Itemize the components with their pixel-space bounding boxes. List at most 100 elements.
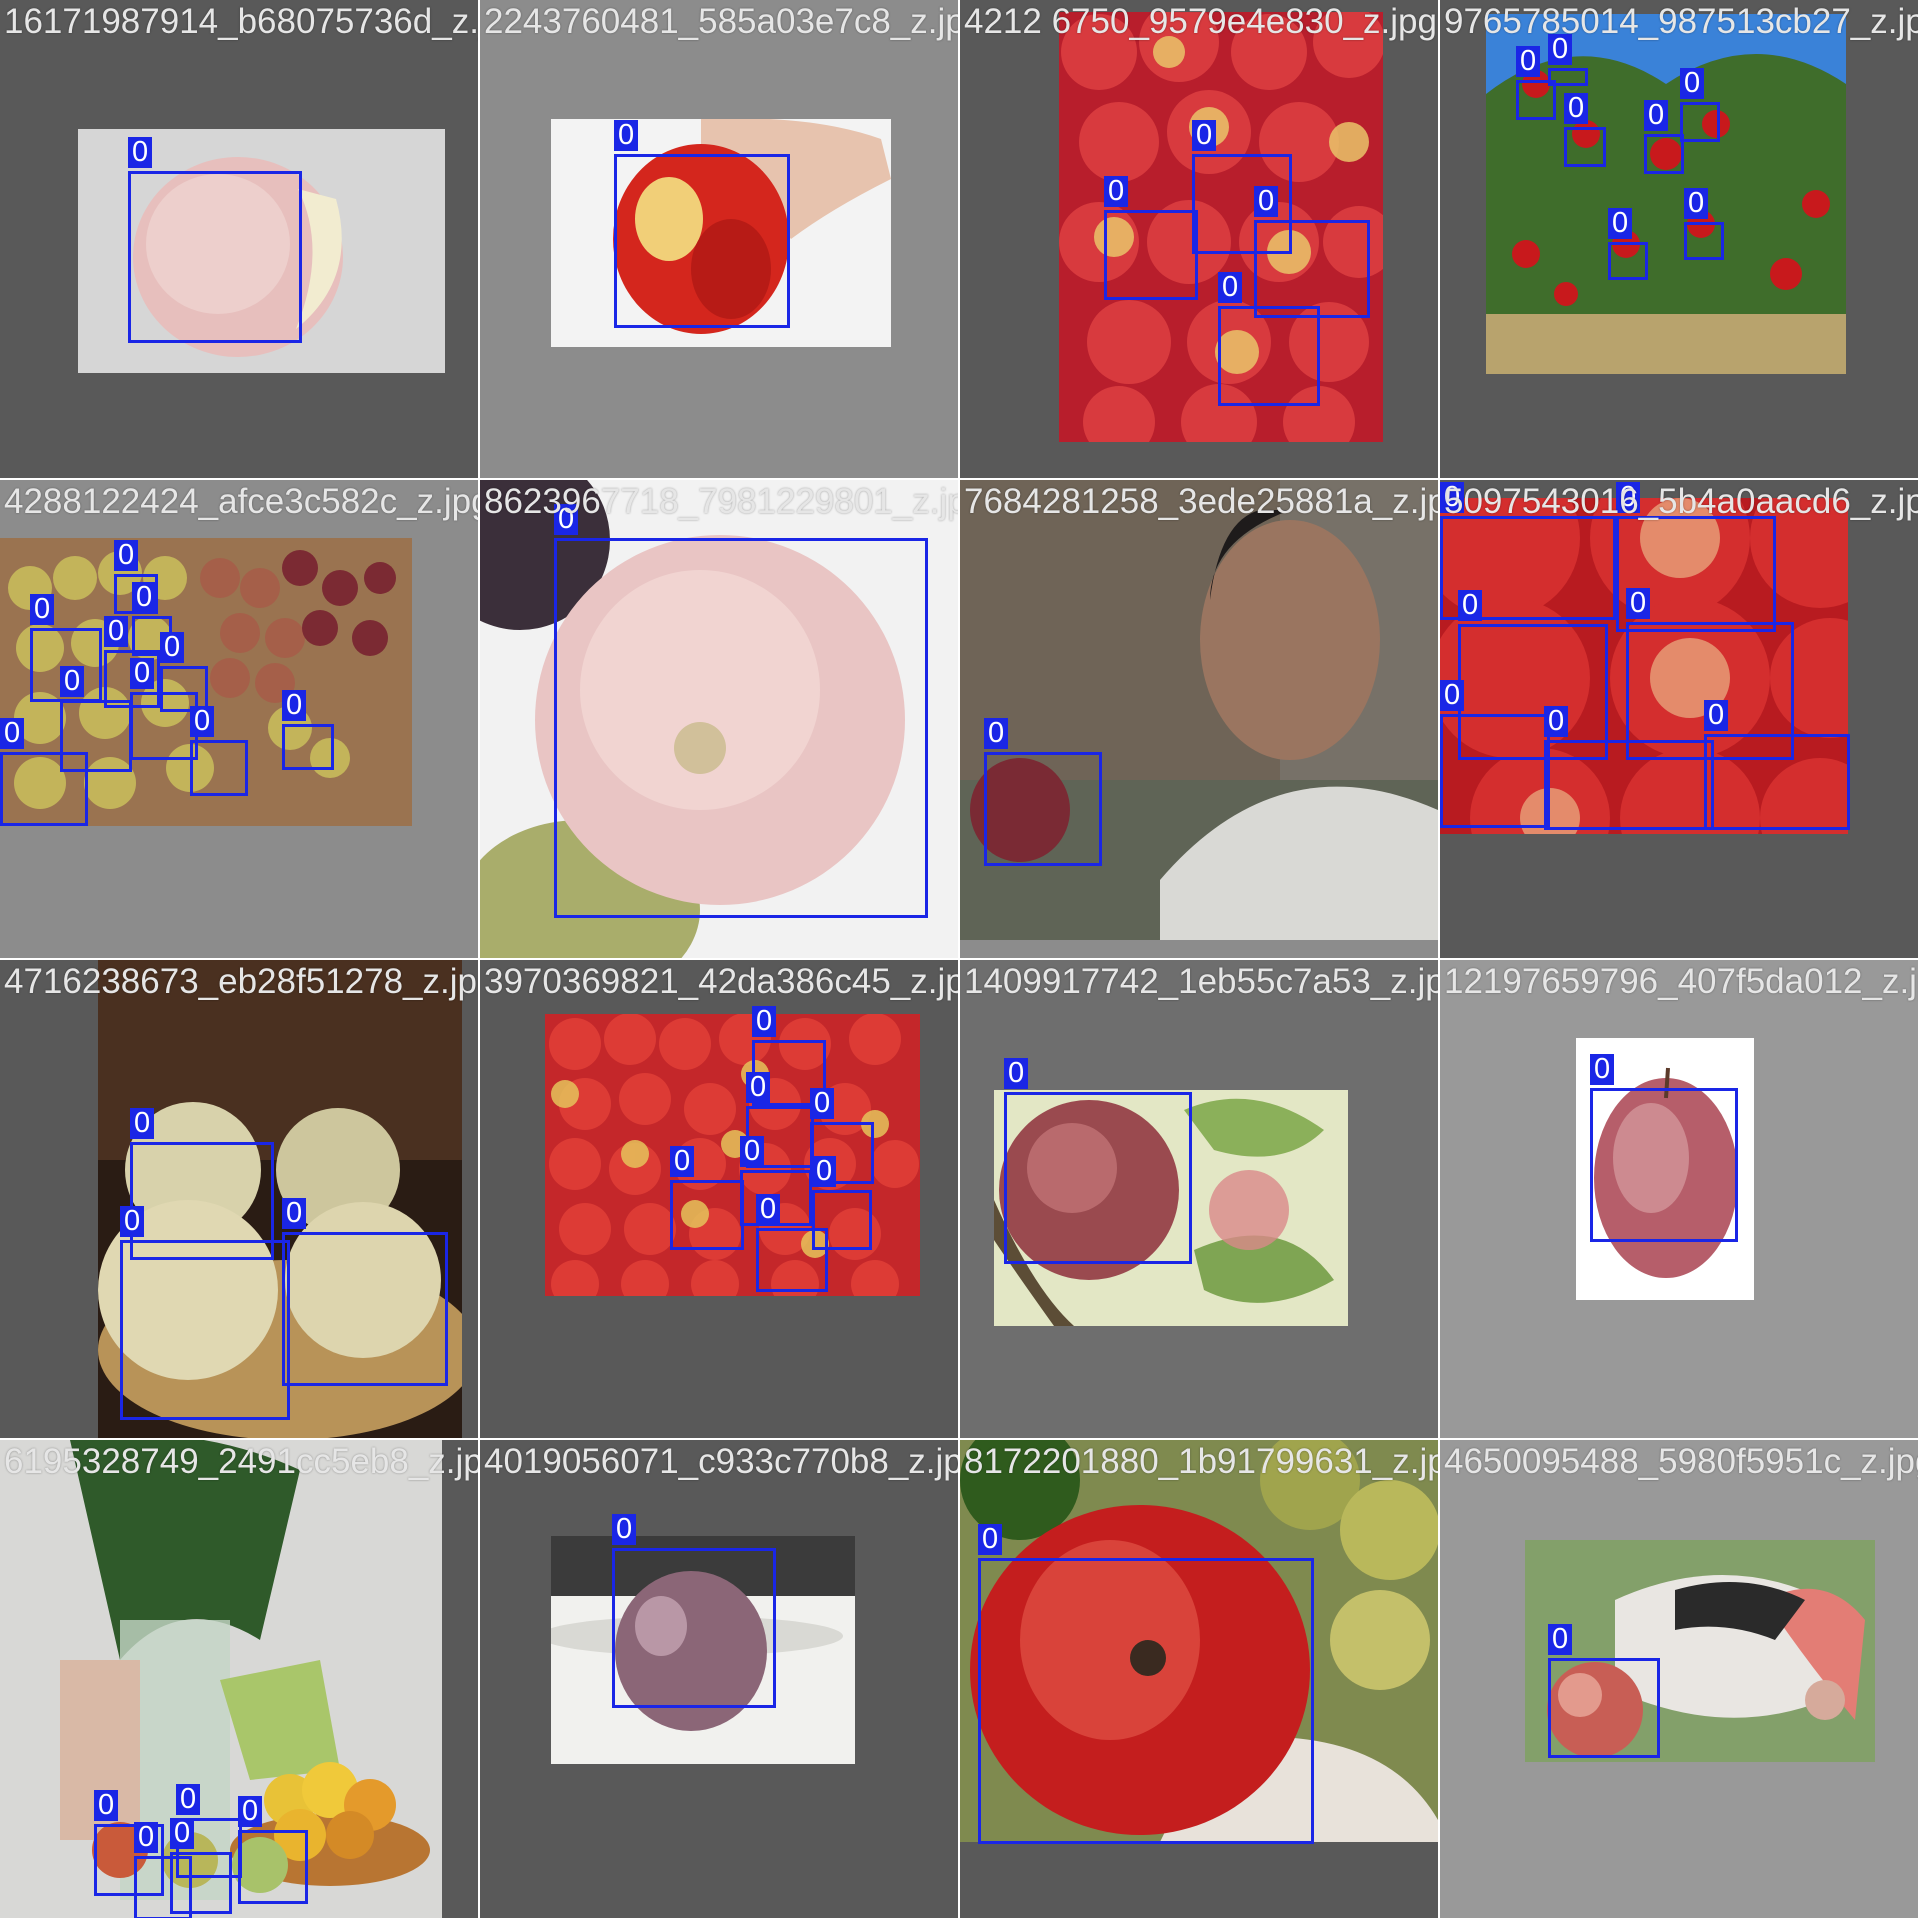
photo-7 <box>960 480 1438 940</box>
filename-label: 2243760481_585a03e7c8_z.jpg <box>484 2 958 41</box>
class-label-tag: 0 <box>160 632 185 663</box>
photo-11 <box>994 1090 1348 1326</box>
tile-2: 0 2243760481_585a03e7c8_z.jpg <box>480 0 958 478</box>
class-label-tag: 0 <box>170 1818 195 1849</box>
detection-box <box>670 1180 744 1250</box>
class-label-tag: 0 <box>984 718 1009 749</box>
detection-box <box>614 154 790 328</box>
class-label-tag: 0 <box>978 1524 1003 1555</box>
apple-image <box>1525 1540 1875 1762</box>
class-label-tag: 0 <box>740 1136 765 1167</box>
class-label-tag: 0 <box>1004 1058 1029 1089</box>
tile-12: 0 12197659796_407f5da012_z.jpg <box>1440 960 1918 1438</box>
detection-box <box>1626 622 1794 760</box>
detection-box <box>1616 516 1776 632</box>
class-label-tag: 0 <box>1684 188 1709 219</box>
class-label-tag: 0 <box>1458 590 1483 621</box>
class-label-tag: 0 <box>614 120 639 151</box>
photo-8 <box>1440 498 1848 834</box>
detection-box <box>190 740 248 796</box>
class-label-tag: 0 <box>60 666 85 697</box>
class-label-tag: 0 <box>1680 68 1705 99</box>
filename-label: 4019056071_c933c770b8_z.jpg <box>484 1442 958 1481</box>
class-label-tag: 0 <box>1644 100 1669 131</box>
detection-box <box>1608 242 1648 280</box>
class-label-tag: 0 <box>1192 120 1217 151</box>
photo-16 <box>1525 1540 1875 1762</box>
photo-6 <box>480 480 958 958</box>
class-label-tag: 0 <box>132 582 157 613</box>
detection-box <box>94 1824 164 1896</box>
class-label-tag: 0 <box>746 1072 771 1103</box>
detection-box <box>160 666 208 712</box>
tile-8: 0 0 0 0 0 0 0 5097543016_5b4a0aacd6_z.jp… <box>1440 480 1918 958</box>
tile-16: 0 4650095488_5980f5951c_z.jpg <box>1440 1440 1918 1918</box>
class-label-tag: 0 <box>1544 706 1569 737</box>
detection-box <box>1548 68 1588 86</box>
class-label-tag: 0 <box>120 1206 145 1237</box>
tile-4: 0 0 0 0 0 0 0 9765785014_987513cb27_z.jp… <box>1440 0 1918 478</box>
detection-box <box>0 752 88 826</box>
class-label-tag: 0 <box>1218 272 1243 303</box>
detection-box <box>1644 134 1684 174</box>
class-label-tag: 0 <box>134 1822 159 1853</box>
detection-box <box>1564 127 1606 167</box>
class-label-tag: 0 <box>114 540 139 571</box>
class-label-tag: 0 <box>756 1194 781 1225</box>
filename-label: 16171987914_b68075736d_z.jpg <box>4 2 478 41</box>
detection-box <box>1704 734 1850 830</box>
filename-label: 1409917742_1eb55c7a53_z.jpg <box>964 962 1438 1001</box>
class-label-tag: 0 <box>812 1156 837 1187</box>
apple-image <box>960 480 1438 940</box>
class-label-tag: 0 <box>1608 208 1633 239</box>
detection-box <box>812 1190 872 1250</box>
detection-box <box>1218 306 1320 406</box>
class-label-tag: 0 <box>554 504 579 535</box>
apple-image <box>613 119 891 334</box>
detection-box <box>984 752 1102 866</box>
photo-9 <box>98 960 462 1438</box>
filename-label: 8172201880_1b91799631_z.jpg <box>964 1442 1438 1481</box>
photo-12 <box>1576 1038 1754 1300</box>
filename-label: 9765785014_987513cb27_z.jpg <box>1444 2 1918 41</box>
class-label-tag: 0 <box>810 1088 835 1119</box>
class-label-tag: 0 <box>0 718 25 749</box>
detection-box <box>1104 210 1198 300</box>
filename-label: 12197659796_407f5da012_z.jpg <box>1444 962 1918 1001</box>
class-label-tag: 0 <box>1104 176 1129 207</box>
apple-image <box>551 1536 855 1731</box>
detection-box <box>1254 220 1370 318</box>
detection-box <box>170 1852 232 1914</box>
class-label-tag: 0 <box>238 1796 263 1827</box>
tile-7: 0 7684281258_3ede25881a_z.jpg <box>960 480 1438 958</box>
detection-box <box>130 1142 274 1260</box>
photo-2 <box>551 119 891 347</box>
class-label-tag: 0 <box>1440 680 1465 711</box>
class-label-tag: 0 <box>1548 34 1573 65</box>
tile-10: 0 0 0 0 0 0 0 3970369821_42da386c45_z.jp… <box>480 960 958 1438</box>
detection-box <box>1544 740 1714 830</box>
filename-label: 8623967718_7981229801_z.jpg <box>484 482 958 521</box>
class-label-tag: 0 <box>130 658 155 689</box>
class-label-tag: 0 <box>1548 1624 1573 1655</box>
apple-image <box>994 1090 1348 1326</box>
class-label-tag: 0 <box>130 1108 155 1139</box>
tile-6: 0 8623967718_7981229801_z.jpg <box>480 480 958 958</box>
detection-box <box>1516 80 1556 120</box>
filename-label: 6195328749_2491cc5eb8_z.jpg <box>4 1442 478 1481</box>
filename-label: 5097543016_5b4a0aacd6_z.jpg <box>1444 482 1918 521</box>
tile-9: 0 0 0 4716238673_eb28f51278_z.jpg <box>0 960 478 1438</box>
detection-box <box>554 538 928 918</box>
detection-box <box>130 692 198 760</box>
detection-box <box>1684 222 1724 260</box>
detection-box <box>612 1548 776 1708</box>
detection-box <box>1004 1092 1192 1264</box>
tile-3: 0 0 0 0 4212 6750_9579e4e830_z.jpg <box>960 0 1438 478</box>
detection-box <box>238 1830 308 1904</box>
class-label-tag: 0 <box>752 1006 777 1037</box>
filename-label: 4288122424_afce3c582c_z.jpg <box>4 482 478 521</box>
class-label-tag: 0 <box>1704 700 1729 731</box>
filename-label: 4716238673_eb28f51278_z.jpg <box>4 962 478 1001</box>
class-label-tag: 0 <box>128 137 153 168</box>
